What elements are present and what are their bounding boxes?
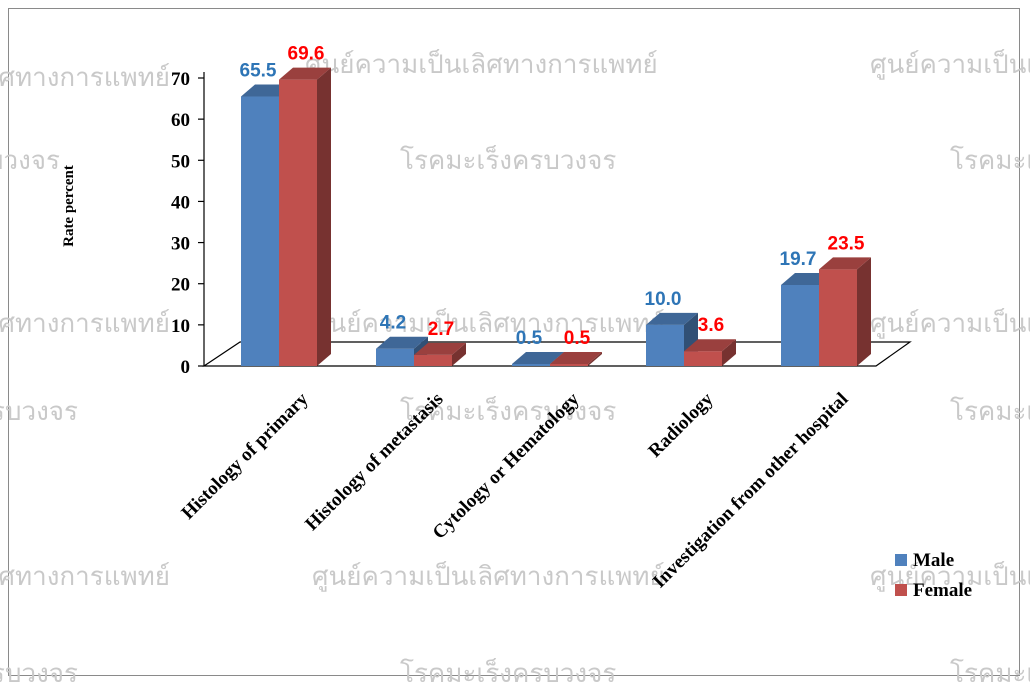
bar-top-female-2 [550, 351, 602, 364]
bar-top-female-4 [819, 257, 871, 270]
bar-top-male-2 [512, 351, 564, 364]
legend: Male Female [895, 550, 972, 601]
bar-male-3 [646, 324, 684, 366]
x-category-label: Cytology or Hematology [429, 388, 584, 543]
x-category-label: Radiology [644, 388, 717, 461]
bar-female-3 [684, 351, 722, 366]
data-label-female-1: 2.7 [428, 319, 454, 340]
bar-top-male-1 [376, 336, 428, 349]
y-axis: 0 10 20 30 40 50 60 70 [171, 69, 205, 378]
bar-male-1 [376, 348, 414, 366]
bars [241, 67, 871, 366]
bar-top-female-1 [414, 342, 466, 355]
data-label-female-0: 69.6 [288, 44, 325, 65]
bar-female-0 [279, 79, 317, 366]
data-label-male-1: 4.2 [380, 313, 406, 334]
data-label-female-4: 23.5 [828, 233, 865, 254]
bar-male-2 [512, 363, 550, 366]
y-tick-label: 40 [171, 192, 190, 213]
data-label-male-4: 19.7 [780, 249, 817, 270]
legend-swatch-male [895, 554, 907, 566]
y-tick-label: 20 [171, 275, 190, 296]
bar-side-female-0 [317, 67, 331, 366]
bar-female-2 [550, 363, 588, 366]
bar-side-female-2 [588, 351, 602, 366]
bar-top-female-3 [684, 339, 736, 352]
bar-female-4 [819, 269, 857, 366]
data-label-female-3: 3.6 [698, 315, 724, 336]
y-tick-label: 30 [171, 234, 190, 255]
data-label-female-2: 0.5 [564, 328, 591, 349]
y-tick-label: 60 [171, 110, 190, 131]
y-tick-label: 0 [181, 357, 191, 378]
data-label-male-3: 10.0 [645, 289, 682, 310]
x-category-label: Histology of primary [178, 388, 313, 523]
legend-swatch-female [895, 584, 907, 596]
bar-top-female-0 [279, 67, 331, 80]
bar-male-0 [241, 96, 279, 366]
bar-female-1 [414, 354, 452, 366]
bar-side-female-3 [722, 339, 736, 366]
bar-side-female-4 [857, 257, 871, 366]
y-tick-label: 70 [171, 69, 190, 90]
legend-label-male: Male [913, 550, 954, 571]
data-label-male-2: 0.5 [516, 328, 543, 349]
legend-label-female: Female [913, 580, 972, 601]
bar-male-4 [781, 284, 819, 366]
y-tick-label: 50 [171, 151, 190, 172]
bar-side-female-1 [452, 342, 466, 366]
x-category-label: Histology of metastasis [301, 389, 447, 535]
y-tick-label: 10 [171, 316, 190, 337]
bar-top-male-3 [646, 312, 698, 325]
y-axis-title: Rate percent [61, 165, 77, 247]
data-label-male-0: 65.5 [240, 61, 277, 82]
data-labels: 65.5 69.6 4.2 2.7 0.5 0.5 10.0 3.6 19.7 23.5 [240, 44, 865, 349]
